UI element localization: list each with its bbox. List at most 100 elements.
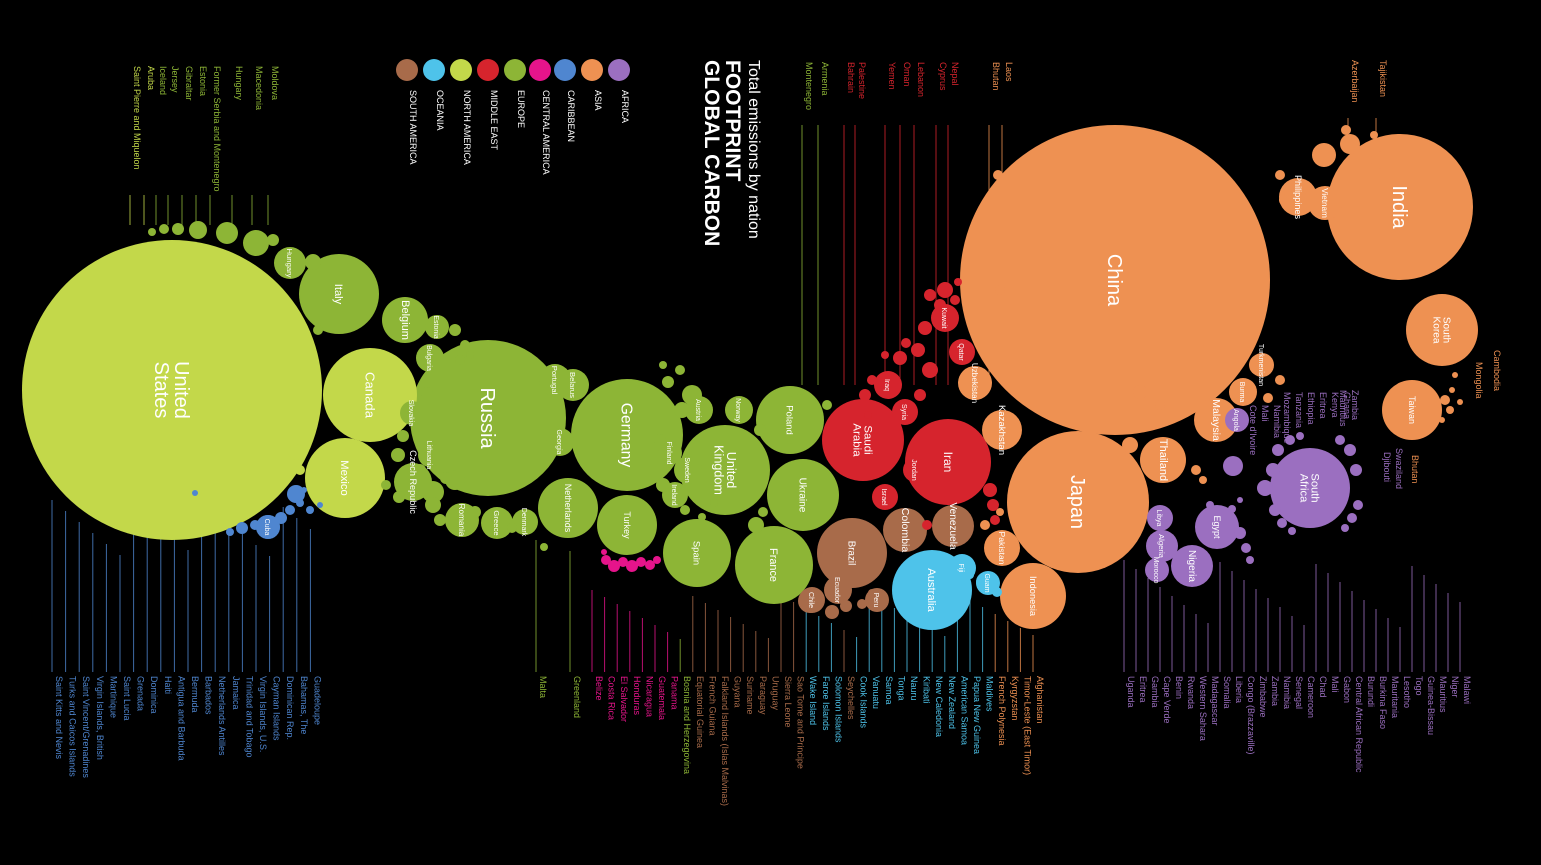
bubble-label-turkey: Turkey — [622, 511, 632, 539]
bubble-label-thailand: Thailand — [1157, 439, 1169, 481]
minor-bubble — [285, 505, 295, 515]
bottom-label-samoa: Samoa — [884, 676, 894, 705]
bubble-united-states — [22, 240, 322, 540]
top-label-iceland: Iceland — [158, 66, 168, 95]
minor-bubble — [914, 389, 926, 401]
bubble-russia — [410, 340, 566, 496]
legend-label-middle-east: MIDDLE EAST — [489, 90, 499, 151]
legend-label-south-america: SOUTH AMERICA — [408, 90, 418, 165]
bottom-label-bermuda: Bermuda — [190, 676, 200, 713]
bubble-label-burma: Burma — [1238, 382, 1245, 403]
top-label-moldova: Moldova — [270, 66, 280, 100]
bubble-layer — [22, 125, 1478, 630]
minor-bubble — [1266, 463, 1280, 477]
bottom-label-american-samoa: American Samoa — [959, 676, 969, 745]
minor-bubble — [911, 343, 925, 357]
minor-bubble — [893, 351, 907, 365]
bottom-label-honduras: Honduras — [632, 676, 642, 716]
minor-bubble — [608, 560, 620, 572]
bubble-label-china: China — [1103, 254, 1125, 307]
bubble-qatar — [949, 339, 975, 365]
bottom-label-malawi: Malawi — [1462, 676, 1472, 704]
bubble-label-nigeria: Nigeria — [1186, 550, 1197, 582]
bubble-label-guam: Guam — [983, 573, 990, 592]
minor-bubble — [653, 556, 661, 564]
minor-bubble — [859, 389, 871, 401]
bubble-kazakhstan — [982, 410, 1022, 450]
bottom-label-faroe-islands: Faroe Islands — [821, 676, 831, 731]
minor-bubble — [397, 430, 409, 442]
minor-bubble — [421, 387, 433, 399]
bottom-label-bahamas-the: Bahamas, The — [299, 676, 309, 734]
top-label-nepal: Nepal — [950, 62, 960, 86]
bubble-china — [960, 125, 1270, 435]
minor-bubble — [864, 411, 872, 419]
bubble-label-malaysia: Malaysia — [1210, 399, 1222, 441]
bubble-south-africa — [1270, 448, 1350, 528]
bottom-label-antigua-and-barbuda: Antigua and Barbuda — [176, 676, 186, 761]
minor-bubble — [306, 506, 314, 514]
bubble-belgium — [382, 297, 428, 343]
minor-bubble — [1449, 387, 1455, 393]
bottom-label-zimbabwe: Zimbabwe — [1258, 676, 1268, 718]
bottom-label-gabon: Gabon — [1342, 676, 1352, 703]
minor-bubble — [993, 170, 1003, 180]
bubble-colombia — [883, 508, 927, 552]
minor-bubble — [577, 392, 583, 398]
bubble-netherlands — [538, 478, 598, 538]
minor-bubble — [1440, 395, 1450, 405]
minor-bubble — [288, 444, 304, 460]
bottom-label-burkina-faso: Burkina Faso — [1378, 676, 1388, 729]
bottom-label-guinea-bissau: Guinea-Bissau — [1426, 676, 1436, 735]
bottom-label-el-salvador: El Salvador — [619, 676, 629, 722]
bubble-luxembourg — [682, 385, 702, 405]
minor-bubble — [1234, 527, 1246, 539]
top-label-bhutan: Bhutan — [991, 62, 1001, 91]
bottom-label-cameroon: Cameroon — [1306, 676, 1316, 718]
bubble-indonesia — [1000, 563, 1066, 629]
bubble-label-brazil: Brazil — [846, 541, 857, 566]
legend-swatch-oceania — [423, 59, 445, 81]
minor-bubble — [393, 491, 405, 503]
legend-label-caribbean: CARIBBEAN — [566, 90, 576, 142]
bubble-georgia — [546, 428, 574, 456]
bottom-label-benin: Benin — [1174, 676, 1184, 699]
bubble-label-kuwait: Kuwait — [940, 307, 947, 328]
minor-bubble — [758, 507, 768, 517]
bubble-label-norway: Norway — [734, 398, 741, 422]
right-label-mozambique: Mozambique — [1282, 392, 1292, 444]
top-label-jersey: Jersey — [170, 66, 180, 93]
bottom-label-chad: Chad — [1318, 676, 1328, 698]
bottom-label-barbados: Barbados — [204, 676, 214, 715]
minor-bubble — [1191, 465, 1201, 475]
bottom-label-guatemala: Guatemala — [657, 676, 667, 720]
bottom-label-western-sahara: Western Sahara — [1198, 676, 1208, 741]
minor-bubble — [275, 512, 287, 524]
bottom-label-greenland: Greenland — [572, 676, 582, 718]
bubble-slovakia — [400, 401, 424, 425]
minor-bubble — [1353, 500, 1363, 510]
top-label-lebanon: Lebanon — [916, 62, 926, 97]
bubble-uzbekistan — [958, 366, 992, 400]
minor-bubble — [1122, 437, 1138, 453]
bubble-label-ecuador: Ecuador — [833, 577, 840, 604]
bottom-label-french-guiana: French Guiana — [707, 676, 717, 736]
bottom-label-paraguay: Paraguay — [758, 676, 768, 715]
title-line-2: FOOTPRINT — [721, 60, 744, 181]
bubble-poland — [756, 386, 824, 454]
bottom-label-nicaragua: Nicaragua — [644, 676, 654, 717]
bubble-label-united-states: UnitedStates — [150, 361, 192, 419]
bottom-label-sierra-leone: Sierra Leone — [783, 676, 793, 728]
bubble-label-saudi-arabia: SaudiArabia — [850, 423, 873, 457]
bubble-label-venezuela: Venezuela — [947, 502, 958, 549]
minor-bubble — [469, 506, 481, 518]
bubble-iraq — [874, 371, 902, 399]
bottom-label-zambia: Zambia — [1270, 676, 1280, 706]
bottom-label-suriname: Suriname — [745, 676, 755, 715]
bubble-label-pakistan: Pakistan — [997, 531, 1007, 564]
bubble-italy — [299, 254, 379, 334]
bubble-india — [1327, 134, 1473, 280]
minor-bubble — [1257, 480, 1273, 496]
bubble-pakistan — [984, 530, 1020, 566]
